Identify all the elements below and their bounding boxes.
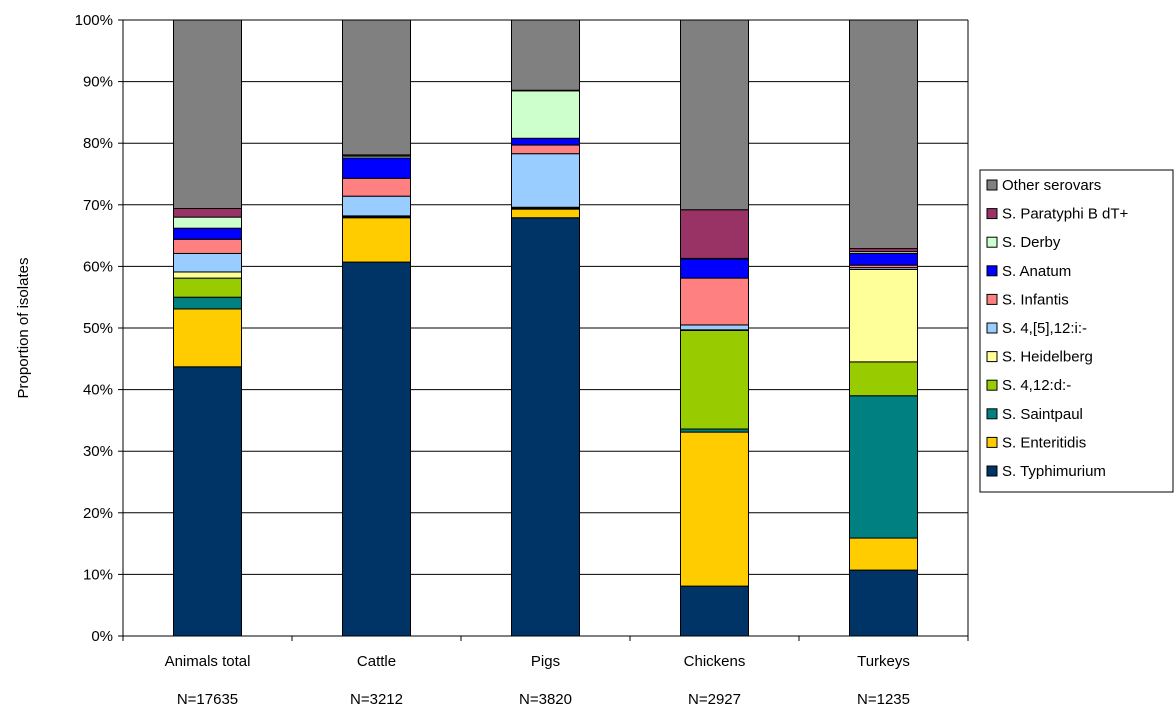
y-tick-label: 30% xyxy=(83,443,113,460)
bar-segment xyxy=(342,217,411,263)
legend-swatch xyxy=(986,293,998,305)
bar-segment xyxy=(680,585,749,637)
bar-segment xyxy=(511,90,580,139)
bar-segment xyxy=(342,157,411,179)
x-tick-label: Pigs xyxy=(531,653,560,670)
y-tick-label: 10% xyxy=(83,566,113,583)
bar-segment xyxy=(342,195,411,217)
legend-label: S. Anatum xyxy=(1002,263,1071,280)
legend-swatch xyxy=(986,236,998,248)
bar-segment xyxy=(173,277,242,298)
x-tick-sample-size: N=3820 xyxy=(519,691,572,708)
legend-swatch xyxy=(986,208,998,220)
legend-box xyxy=(979,169,1174,493)
legend-label: Other serovars xyxy=(1002,177,1101,194)
legend-label: S. Derby xyxy=(1002,234,1061,251)
y-axis-label: Proportion of isolates xyxy=(15,258,32,399)
bar-segment xyxy=(680,431,749,587)
bar-segment xyxy=(849,361,918,397)
legend-label: S. Heidelberg xyxy=(1002,349,1093,366)
x-tick-sample-size: N=17635 xyxy=(177,691,238,708)
bar-segment xyxy=(849,569,918,637)
x-tick-sample-size: N=3212 xyxy=(350,691,403,708)
bar-segment xyxy=(511,208,580,219)
x-tick-sample-size: N=2927 xyxy=(688,691,741,708)
legend-swatch xyxy=(986,408,998,420)
bar-segment xyxy=(680,277,749,326)
x-tick-label: Cattle xyxy=(357,653,396,670)
bar-segment xyxy=(173,296,242,310)
y-tick-label: 60% xyxy=(83,258,113,275)
legend-swatch xyxy=(986,379,998,391)
bar-segment xyxy=(173,366,242,637)
bar-segment xyxy=(511,144,580,155)
bar-segment xyxy=(680,209,749,259)
bar-segment xyxy=(511,153,580,208)
bar-segment xyxy=(849,19,918,250)
bar-segment xyxy=(173,252,242,273)
bar-segment xyxy=(511,137,580,146)
y-tick-label: 50% xyxy=(83,320,113,337)
bar-segment xyxy=(680,19,749,211)
y-tick-label: 40% xyxy=(83,382,113,399)
bar-segment xyxy=(849,252,918,266)
legend-swatch xyxy=(986,265,998,277)
legend-label: S. Saintpaul xyxy=(1002,406,1083,423)
axes xyxy=(122,20,969,641)
bar-segment xyxy=(342,19,411,156)
bar-segment xyxy=(511,217,580,637)
bar-segment xyxy=(342,177,411,197)
legend-label: S. 4,12:d:- xyxy=(1002,377,1071,394)
y-tick-label: 70% xyxy=(83,197,113,214)
legend-label: S. 4,[5],12:i:- xyxy=(1002,320,1087,337)
bar-segment xyxy=(511,19,580,91)
legend-label: S. Paratyphi B dT+ xyxy=(1002,206,1129,223)
legend-swatch xyxy=(986,179,998,191)
bar-segment xyxy=(680,258,749,279)
bar-segment xyxy=(680,324,749,331)
bar-segment xyxy=(173,216,242,229)
y-tick-label: 20% xyxy=(83,505,113,522)
legend-label: S. Typhimurium xyxy=(1002,463,1106,480)
bar-segment xyxy=(173,308,242,368)
bar-segment xyxy=(849,268,918,363)
bar-segment xyxy=(173,238,242,254)
bars xyxy=(173,19,918,637)
bar-segment xyxy=(173,207,242,218)
y-tick-label: 80% xyxy=(83,135,113,152)
y-tick-label: 0% xyxy=(91,628,113,645)
x-tick-sample-size: N=1235 xyxy=(857,691,910,708)
x-tick-labels: Animals total N=17635 Cattle N=3212 Pigs N=38… xyxy=(165,653,910,708)
x-tick-label: Chickens xyxy=(684,653,746,670)
bar-segment xyxy=(173,227,242,240)
legend-swatch xyxy=(986,465,998,477)
bar-segment xyxy=(849,395,918,539)
legend-label: S. Infantis xyxy=(1002,291,1069,308)
bar-segment xyxy=(680,329,749,430)
legend-swatch xyxy=(986,436,998,448)
x-tick-label: Turkeys xyxy=(857,653,910,670)
legend-swatch xyxy=(986,351,998,363)
legend-swatch xyxy=(986,322,998,334)
x-tick-label: Animals total xyxy=(165,653,251,670)
legend: Other serovars S. Paratyphi B dT+ S. Derby… xyxy=(979,169,1174,493)
bar-segment xyxy=(173,19,242,209)
y-tick-labels: 0% 10% 20% 30% 40% 50% 60% 70% 80% 90% 100% xyxy=(75,12,113,645)
bar-segment xyxy=(849,537,918,571)
legend-label: S. Enteritidis xyxy=(1002,434,1086,451)
bar-segment xyxy=(173,271,242,279)
bar-segment xyxy=(342,261,411,637)
y-tick-label: 90% xyxy=(83,74,113,91)
y-tick-label: 100% xyxy=(75,12,113,29)
